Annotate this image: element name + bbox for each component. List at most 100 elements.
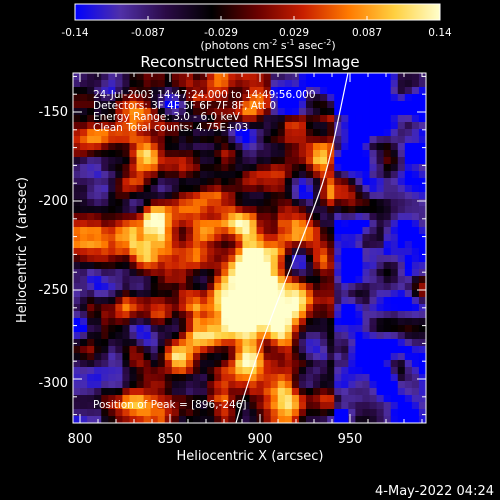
image-pixel	[235, 234, 243, 242]
image-pixel	[94, 115, 102, 123]
image-pixel	[178, 150, 187, 158]
image-pixel	[291, 213, 300, 221]
image-pixel	[207, 178, 215, 186]
image-pixel	[136, 157, 144, 165]
image-pixel	[221, 94, 229, 102]
image-pixel	[418, 388, 426, 396]
image-pixel	[277, 304, 286, 312]
image-pixel	[263, 241, 272, 249]
image-pixel	[277, 283, 286, 291]
image-pixel	[397, 339, 406, 347]
image-pixel	[143, 325, 152, 333]
image-pixel	[200, 213, 208, 221]
image-pixel	[242, 234, 250, 242]
image-pixel	[136, 325, 144, 333]
image-pixel	[355, 374, 363, 382]
image-pixel	[397, 346, 406, 354]
image-pixel	[411, 416, 420, 423]
image-pixel	[193, 374, 201, 382]
image-pixel	[221, 381, 229, 389]
image-pixel	[383, 311, 392, 319]
image-pixel	[418, 276, 426, 284]
image-pixel	[235, 206, 243, 214]
image-pixel	[404, 157, 413, 165]
image-pixel	[334, 311, 342, 319]
image-pixel	[320, 339, 328, 347]
image-pixel	[383, 206, 392, 214]
image-pixel	[200, 248, 208, 256]
image-pixel	[221, 297, 229, 305]
image-pixel	[270, 283, 279, 291]
image-pixel	[313, 87, 321, 95]
image-pixel	[256, 290, 265, 298]
x-tick-label: 900	[248, 432, 273, 447]
image-pixel	[298, 206, 307, 214]
image-pixel	[228, 276, 236, 284]
image-pixel	[80, 143, 88, 151]
image-pixel	[320, 185, 328, 193]
image-pixel	[193, 416, 201, 423]
image-pixel	[136, 136, 144, 144]
image-pixel	[390, 325, 399, 333]
image-pixel	[362, 297, 370, 305]
image-pixel	[249, 206, 257, 214]
image-pixel	[298, 318, 307, 326]
image-pixel	[411, 367, 420, 375]
image-pixel	[150, 360, 159, 368]
image-pixel	[376, 318, 385, 326]
image-pixel	[418, 297, 426, 305]
image-pixel	[87, 206, 95, 214]
image-pixel	[73, 234, 81, 242]
image-pixel	[334, 402, 342, 410]
image-pixel	[228, 192, 236, 200]
image-pixel	[270, 367, 279, 375]
image-pixel	[129, 318, 137, 326]
image-pixel	[80, 283, 88, 291]
image-pixel	[122, 374, 130, 382]
image-pixel	[235, 178, 243, 186]
image-pixel	[411, 402, 420, 410]
image-pixel	[320, 101, 328, 109]
image-pixel	[376, 206, 385, 214]
image-pixel	[320, 255, 328, 263]
image-pixel	[249, 318, 257, 326]
image-pixel	[87, 185, 95, 193]
image-pixel	[207, 360, 215, 368]
image-pixel	[87, 269, 95, 277]
image-pixel	[355, 213, 363, 221]
image-pixel	[115, 283, 123, 291]
image-pixel	[136, 339, 144, 347]
image-pixel	[185, 304, 194, 312]
image-pixel	[178, 241, 187, 249]
image-pixel	[150, 381, 159, 389]
image-pixel	[101, 206, 109, 214]
image-pixel	[249, 262, 257, 270]
image-pixel	[193, 283, 201, 291]
image-pixel	[115, 94, 123, 102]
image-pixel	[235, 297, 243, 305]
image-pixel	[404, 234, 413, 242]
image-pixel	[242, 87, 250, 95]
image-pixel	[122, 164, 130, 172]
image-pixel	[291, 157, 300, 165]
image-pixel	[108, 129, 116, 137]
image-pixel	[348, 80, 356, 88]
image-pixel	[87, 276, 95, 284]
image-pixel	[221, 157, 229, 165]
image-pixel	[291, 388, 300, 396]
image-pixel	[221, 255, 229, 263]
image-pixel	[122, 346, 130, 354]
image-pixel	[214, 122, 222, 130]
image-pixel	[122, 143, 130, 151]
image-pixel	[411, 108, 420, 116]
image-pixel	[221, 304, 229, 312]
image-pixel	[376, 367, 385, 375]
image-pixel	[284, 346, 293, 354]
image-pixel	[185, 346, 194, 354]
image-pixel	[150, 80, 159, 88]
image-pixel	[383, 73, 392, 81]
image-pixel	[178, 325, 187, 333]
image-pixel	[136, 402, 144, 410]
image-pixel	[73, 360, 81, 368]
image-pixel	[129, 283, 137, 291]
